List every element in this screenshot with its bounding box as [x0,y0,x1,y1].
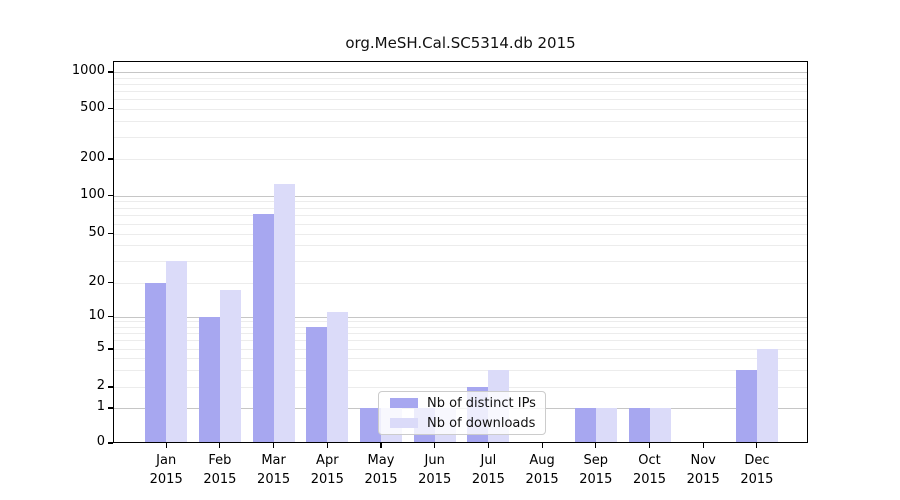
gridline-20 [113,282,808,284]
gridline-4 [113,358,808,360]
x-tick-mark [702,443,704,448]
gridline-700 [113,90,808,92]
x-tick-label: Mar 2015 [257,453,291,487]
x-tick-mark [326,443,328,448]
y-tick-mark [108,71,113,73]
x-tick-mark [541,443,543,448]
gridline-7 [113,333,808,335]
y-tick-mark [108,407,113,409]
gridline-1000 [113,72,808,73]
gridline-90 [113,201,808,203]
x-tick-label: Oct 2015 [632,453,667,487]
y-tick-label: 500 [80,99,105,115]
x-tick-mark [487,443,489,448]
x-tick-label: Aug 2015 [525,453,559,487]
gridline-10 [113,316,808,318]
y-tick-mark [108,442,113,444]
legend: Nb of distinct IPs Nb of downloads [378,391,546,435]
bar-downloads-sep [595,408,617,443]
bar-distinct-ips-sep [574,408,596,443]
gridline-500 [113,108,808,110]
gridline-40 [113,245,808,247]
gridline-800 [113,83,808,85]
x-tick-label: Sep 2015 [579,453,613,487]
legend-label: Nb of distinct IPs [427,395,536,411]
bar-downloads-jan [166,260,188,443]
bar-distinct-ips-may [360,408,381,443]
gridline-30 [113,260,808,262]
bar-downloads-mar [273,183,295,443]
gridline-50 [113,233,808,235]
gridline-100 [113,195,808,197]
y-tick-label: 1 [96,399,105,414]
bar-downloads-apr [327,311,349,443]
legend-item: Nb of downloads [387,416,537,431]
gridline-400 [113,120,808,122]
legend-swatch-distinct-ips [390,398,418,408]
y-tick-label: 5 [96,340,105,355]
y-tick-label: 10 [88,307,105,323]
chart-title: org.MeSH.Cal.SC5314.db 2015 [345,34,576,52]
x-tick-label: Jul 2015 [471,453,505,487]
y-tick-label: 200 [80,150,105,165]
gridline-5 [113,349,808,350]
y-tick-mark [108,386,113,388]
y-tick-label: 0 [96,434,105,449]
y-tick-label: 50 [88,224,105,240]
gridline-60 [113,223,808,225]
bar-downloads-dec [756,349,778,443]
bar-distinct-ips-mar [252,213,274,443]
bar-distinct-ips-dec [735,370,757,443]
x-tick-mark [434,443,436,448]
y-tick-label: 100 [80,186,105,202]
x-tick-label: Nov 2015 [686,453,720,487]
x-tick-mark [648,443,651,448]
y-tick-mark [108,194,113,197]
x-tick-label: Dec 2015 [740,453,774,487]
x-tick-label: Jan 2015 [149,453,183,487]
bar-distinct-ips-feb [198,316,220,443]
gridline-600 [113,98,808,100]
gridline-200 [113,159,808,160]
x-tick-label: May 2015 [364,453,398,487]
y-tick-label: 1000 [71,63,105,78]
gridline-2 [113,387,808,388]
gridline-3 [113,370,808,372]
bar-downloads-feb [219,290,241,443]
plot-area [113,61,808,443]
legend-swatch-downloads [390,418,418,428]
y-tick-mark [108,315,113,318]
x-tick-mark [595,443,597,448]
x-tick-mark [219,443,221,448]
x-tick-mark [273,443,275,448]
y-tick-label: 2 [96,378,105,393]
gridline-300 [113,136,808,138]
gridline-900 [113,77,808,79]
bar-downloads-oct [649,408,671,443]
y-tick-mark [108,281,113,284]
gridline-70 [113,215,808,217]
legend-label: Nb of downloads [427,415,536,431]
gridline-6 [113,340,808,342]
bar-distinct-ips-oct [628,408,650,443]
y-tick-mark [108,107,113,110]
x-tick-mark [165,443,167,448]
bar-distinct-ips-apr [306,326,328,443]
y-tick-mark [108,158,113,160]
bar-distinct-ips-jan [145,282,167,443]
y-tick-mark [108,232,113,235]
x-tick-mark [380,443,382,448]
x-tick-label: Jun 2015 [418,453,452,487]
y-tick-label: 20 [88,273,105,289]
y-tick-mark [108,348,113,350]
legend-item: Nb of distinct IPs [387,396,537,411]
x-tick-mark [756,443,758,448]
x-tick-label: Apr 2015 [310,453,344,487]
gridline-9 [113,321,808,323]
x-tick-label: Feb 2015 [203,453,237,487]
gridline-80 [113,207,808,209]
gridline-8 [113,326,808,328]
